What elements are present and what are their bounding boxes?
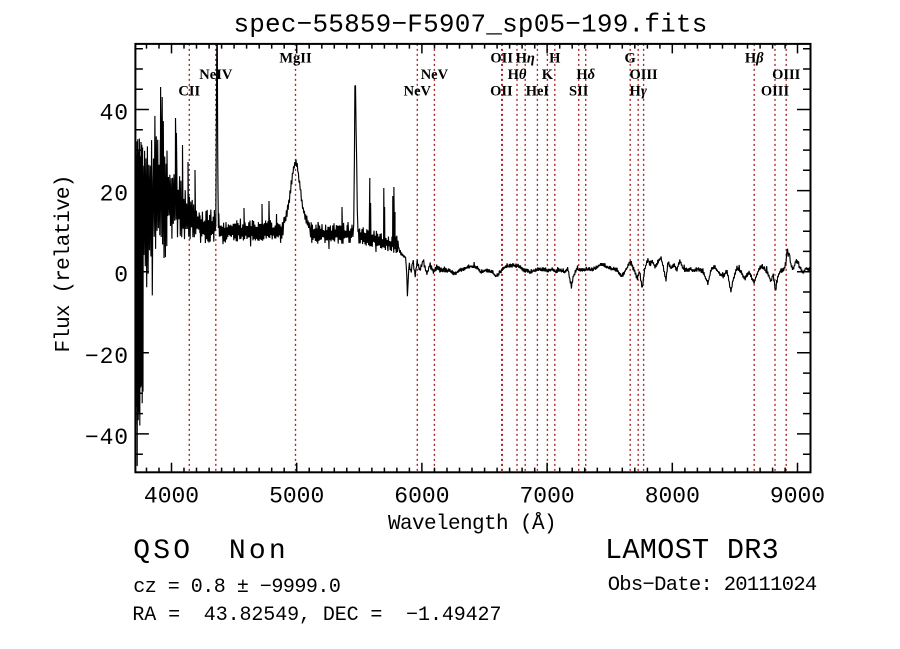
svg-text:spec−55859−F5907_sp05−199.fits: spec−55859−F5907_sp05−199.fits	[233, 10, 707, 40]
svg-text:5000: 5000	[269, 484, 324, 510]
svg-text:Hθ: Hθ	[508, 67, 527, 83]
svg-text:G: G	[625, 51, 636, 67]
svg-text:OIII: OIII	[629, 67, 658, 83]
svg-text:Hγ: Hγ	[630, 84, 648, 100]
svg-text:K: K	[542, 67, 554, 83]
svg-text:0: 0	[114, 263, 129, 289]
svg-text:CII: CII	[178, 84, 200, 100]
svg-text:−20: −20	[85, 344, 129, 370]
svg-text:OII: OII	[490, 51, 513, 67]
svg-text:4000: 4000	[144, 484, 199, 510]
svg-text:Hβ: Hβ	[745, 51, 764, 67]
svg-text:NeIV: NeIV	[199, 67, 233, 83]
svg-text:Flux (relative): Flux (relative)	[53, 175, 76, 352]
svg-text:20: 20	[100, 182, 129, 208]
svg-text:40: 40	[100, 101, 129, 127]
svg-text:Non: Non	[229, 536, 289, 567]
svg-text:Wavelength (Å): Wavelength (Å)	[388, 513, 556, 536]
svg-text:6000: 6000	[394, 484, 449, 510]
svg-text:OII: OII	[490, 84, 513, 100]
svg-text:RA = 43.82549, DEC = −1.4942: RA = 43.82549, DEC = −1.49427	[132, 604, 501, 627]
svg-text:LAMOST DR3: LAMOST DR3	[605, 534, 779, 567]
svg-text:OIII: OIII	[772, 67, 801, 83]
svg-text:Obs−Date: 20111024: Obs−Date: 20111024	[608, 574, 817, 597]
svg-text:7000: 7000	[519, 484, 574, 510]
svg-text:9000: 9000	[770, 484, 825, 510]
svg-text:Hη: Hη	[516, 51, 535, 67]
svg-text:cz = 0.8 ± −9999.0: cz = 0.8 ± −9999.0	[133, 576, 340, 599]
svg-text:−40: −40	[85, 425, 129, 451]
svg-text:8000: 8000	[645, 484, 700, 510]
svg-text:NeV: NeV	[421, 67, 449, 83]
svg-text:NeV: NeV	[404, 84, 432, 100]
svg-text:QSO: QSO	[133, 536, 193, 567]
svg-text:MgII: MgII	[279, 51, 312, 67]
svg-text:SII: SII	[569, 84, 589, 100]
svg-text:Hδ: Hδ	[576, 67, 595, 83]
svg-text:OIII: OIII	[761, 84, 790, 100]
svg-text:H: H	[549, 51, 561, 67]
svg-text:HeI: HeI	[526, 84, 550, 100]
